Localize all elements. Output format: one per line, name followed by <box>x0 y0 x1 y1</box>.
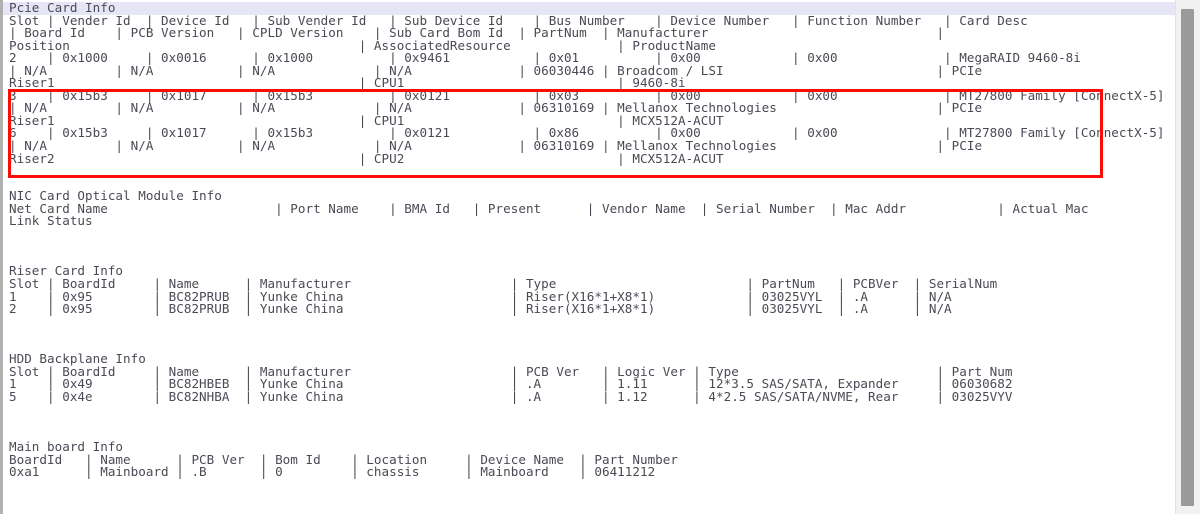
console-line: Net Card Name | Port Name | BMA Id | Pre… <box>9 200 1179 216</box>
console-line <box>9 328 1179 341</box>
console-line <box>9 341 1179 354</box>
console-line <box>9 404 1179 417</box>
console-line: 3 | 0x15b3 | 0x1017 | 0x15b3 | 0x0121 | … <box>9 87 1165 103</box>
console-line: 1 | 0x95 | BC82PRUB | Yunke China | Rise… <box>9 288 952 304</box>
console-line: 6 | 0x15b3 | 0x1017 | 0x15b3 | 0x0121 | … <box>9 125 1165 141</box>
console-line: 2 | 0x1000 | 0x0016 | 0x1000 | 0x9461 | … <box>9 50 1081 66</box>
console-line: HDD Backplane Info <box>9 351 146 367</box>
console-line: 1 | 0x49 | BC82HBEB | Yunke China | .A |… <box>9 376 1013 392</box>
console-line: Riser1 | CPU1 | 9460-8i <box>9 75 686 91</box>
vertical-scroll-thumb[interactable] <box>1181 9 1194 506</box>
console-line <box>9 316 1179 329</box>
console-line: Main board Info <box>9 439 124 455</box>
vertical-scrollbar[interactable] <box>1175 0 1200 514</box>
console-line: Link Status <box>9 213 93 229</box>
console-line <box>9 253 1179 266</box>
console-line: Riser2 | CPU2 | MCX512A-ACUT <box>9 150 724 166</box>
console-line <box>9 240 1179 253</box>
console-line: Slot | BoardId | Name | Manufacturer | P… <box>9 363 1013 379</box>
console-line <box>9 228 1179 241</box>
console-line: 0xa1 | Mainboard | .B | 0 | chassis | Ma… <box>9 464 656 480</box>
console-line: Slot | BoardId | Name | Manufacturer | T… <box>9 276 998 292</box>
console-line: 5 | 0x4e | BC82NHBA | Yunke China | .A |… <box>9 388 1013 404</box>
console-line <box>9 165 1179 178</box>
console-line: 2 | 0x95 | BC82PRUB | Yunke China | Rise… <box>9 301 952 317</box>
console-line: NIC Card Optical Module Info <box>9 188 222 204</box>
console-line: | Board Id | PCB Version | CPLD Version … <box>9 25 945 41</box>
console-text-output[interactable]: Pcie Card Info Slot | Vender Id | Device … <box>3 0 1179 514</box>
console-line <box>9 429 1179 442</box>
console-line: Riser1 | CPU1 | MCX512A-ACUT <box>9 112 724 128</box>
console-line <box>9 416 1179 429</box>
console-line: BoardId | Name | PCB Ver | Bom Id | Loca… <box>9 451 678 467</box>
console-line: Position | AssociatedResource | ProductN… <box>9 37 716 53</box>
console-line: | N/A | N/A | N/A | N/A | 06310169 | Mel… <box>9 100 983 116</box>
console-line: Riser Card Info <box>9 263 124 279</box>
console-line: Slot | Vender Id | Device Id | Sub Vende… <box>9 12 1028 28</box>
console-line: | N/A | N/A | N/A | N/A | 06310169 | Mel… <box>9 138 983 154</box>
console-line: | N/A | N/A | N/A | N/A | 06030446 | Bro… <box>9 62 983 78</box>
section-title-line: Pcie Card Info <box>3 1 1179 15</box>
